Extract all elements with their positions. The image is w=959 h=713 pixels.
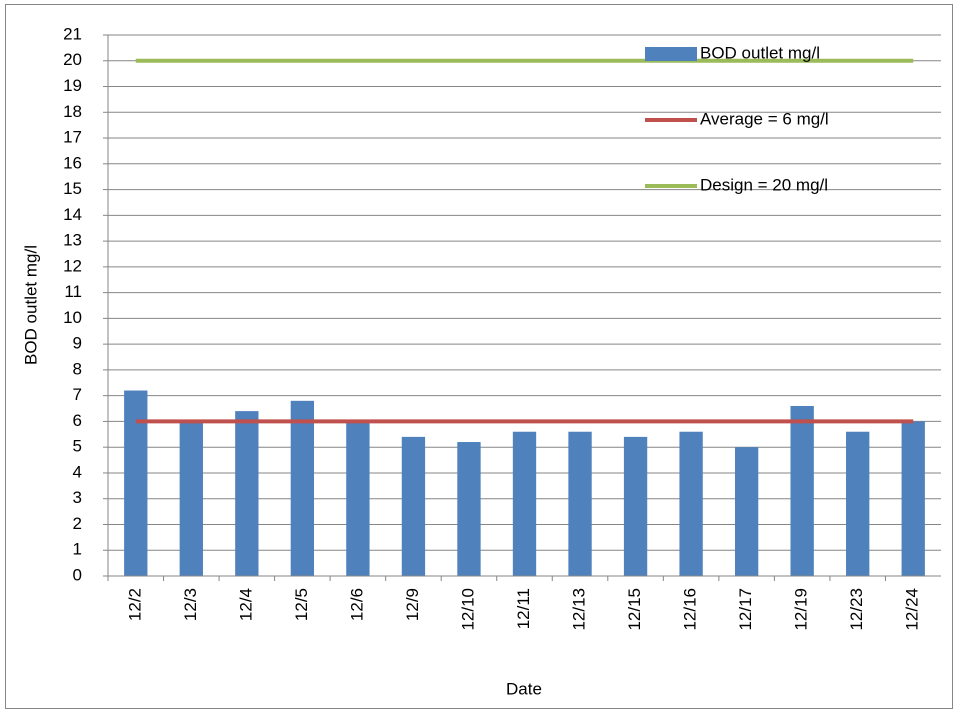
y-tick-label: 10	[63, 308, 82, 327]
y-tick-label: 13	[63, 231, 82, 250]
x-tick-label: 12/15	[625, 588, 644, 631]
y-tick-label: 20	[63, 50, 82, 69]
y-tick-label: 1	[73, 540, 82, 559]
y-axis-title: BOD outlet mg/l	[21, 245, 40, 365]
y-tick-label: 0	[73, 565, 82, 584]
y-tick-label: 21	[63, 24, 82, 43]
x-tick-label: 12/23	[847, 588, 866, 631]
y-tick-label: 12	[63, 256, 82, 275]
x-tick-label: 12/24	[903, 588, 922, 631]
y-tick-label: 3	[73, 488, 82, 507]
bar	[124, 390, 148, 576]
x-tick-label: 12/13	[570, 588, 589, 631]
x-tick-label: 12/3	[181, 588, 200, 621]
x-tick-label: 12/16	[681, 588, 700, 631]
bar	[901, 421, 925, 576]
bar	[457, 442, 481, 576]
x-tick-label: 12/10	[458, 588, 477, 631]
chart-border	[5, 4, 953, 709]
x-tick-label: 12/19	[792, 588, 811, 631]
bar	[568, 431, 592, 576]
legend-label: BOD outlet mg/l	[700, 43, 820, 62]
bar	[734, 447, 759, 576]
y-tick-label: 16	[63, 153, 82, 172]
bar	[290, 400, 315, 576]
y-tick-label: 17	[63, 128, 82, 147]
y-tick-label: 8	[73, 359, 82, 378]
bar	[235, 411, 259, 576]
x-tick-label: 12/17	[736, 588, 755, 631]
legend-label: Design = 20 mg/l	[700, 175, 828, 194]
bar	[790, 405, 814, 576]
bar	[679, 431, 703, 576]
x-tick-label: 12/4	[236, 588, 255, 621]
x-axis-title: Date	[506, 679, 542, 698]
y-tick-label: 11	[64, 282, 82, 301]
x-tick-label: 12/11	[514, 588, 533, 629]
y-tick-label: 18	[63, 102, 82, 121]
x-tick-label: 12/9	[403, 588, 422, 621]
legend-label: Average = 6 mg/l	[700, 109, 829, 128]
bar	[346, 421, 370, 576]
y-tick-label: 15	[63, 179, 82, 198]
x-tick-label: 12/6	[347, 588, 366, 621]
bar	[179, 421, 203, 576]
bar	[623, 436, 648, 576]
y-tick-label: 2	[73, 514, 82, 533]
y-tick-label: 6	[73, 411, 82, 430]
bar	[846, 431, 870, 576]
bar	[512, 431, 537, 576]
y-tick-label: 5	[73, 437, 82, 456]
y-tick-label: 4	[73, 462, 82, 481]
y-tick-label: 9	[73, 334, 82, 353]
bar	[401, 436, 426, 576]
y-tick-label: 19	[63, 76, 82, 95]
y-tick-label: 14	[63, 205, 82, 224]
legend-swatch	[645, 47, 697, 61]
x-tick-label: 12/2	[125, 588, 144, 621]
y-tick-label: 7	[73, 385, 82, 404]
x-tick-label: 12/5	[292, 588, 311, 621]
